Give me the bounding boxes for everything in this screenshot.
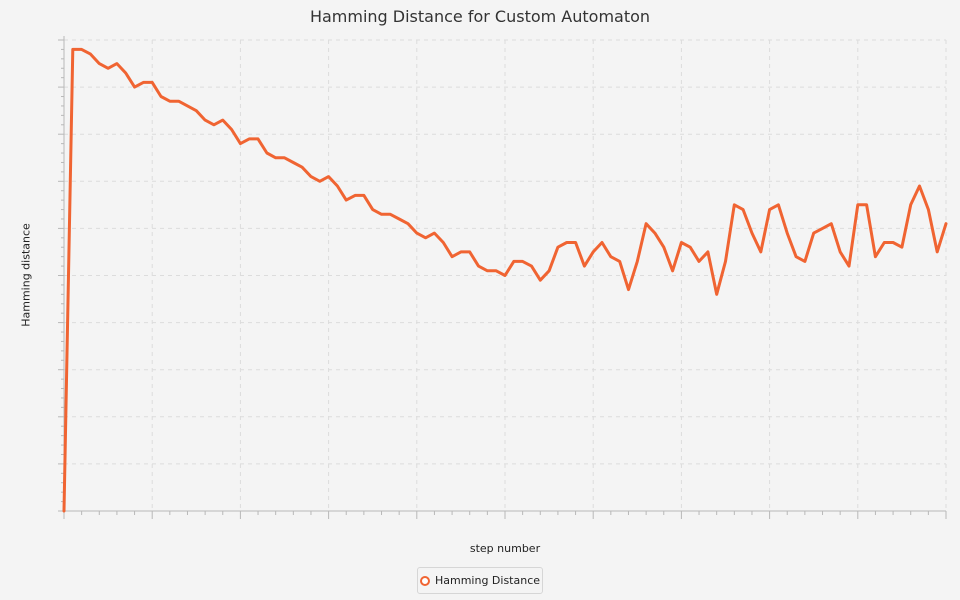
line-chart [58, 36, 948, 519]
series-layer [62, 47, 948, 513]
legend-label: Hamming Distance [434, 574, 541, 587]
chart-title: Hamming Distance for Custom Automaton [309, 7, 651, 26]
legend[interactable]: Hamming Distance [417, 567, 543, 594]
series-line-0 [62, 47, 948, 513]
x-axis-label: step number [469, 542, 541, 555]
axes [58, 36, 947, 519]
legend-marker-icon [419, 575, 430, 586]
